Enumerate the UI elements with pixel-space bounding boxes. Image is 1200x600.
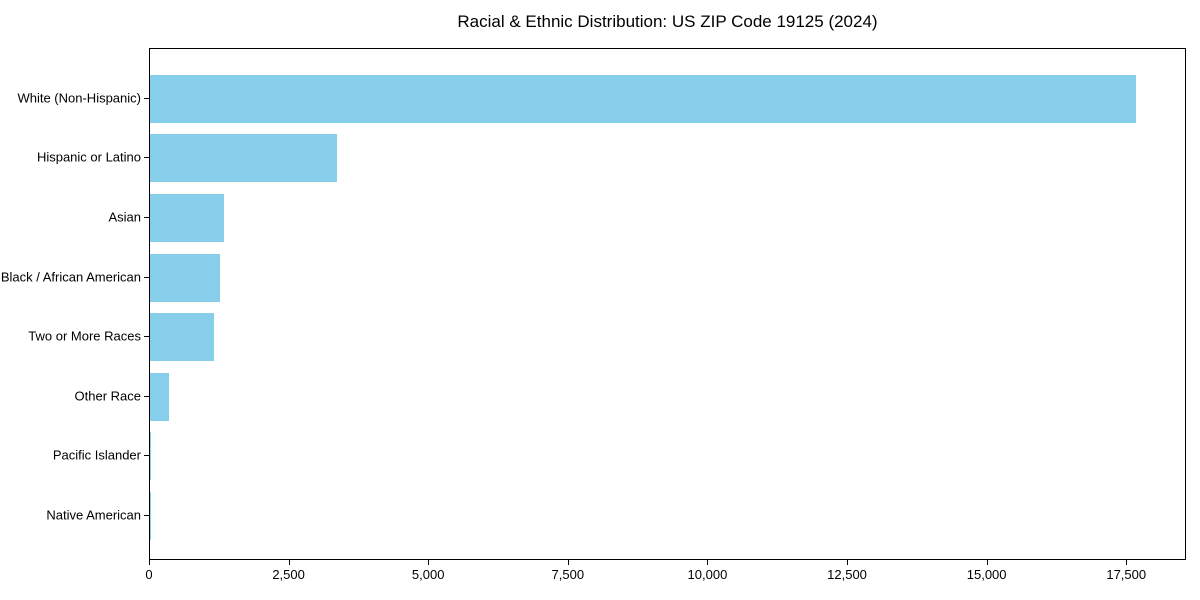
bar-two-or-more-races bbox=[150, 313, 214, 362]
x-tick-mark bbox=[149, 560, 150, 565]
y-tick-label-asian: Asian bbox=[108, 209, 141, 225]
y-tick-mark bbox=[144, 97, 149, 99]
x-tick-label-10-000: 10,000 bbox=[687, 567, 728, 582]
x-tick-label-2-500: 2,500 bbox=[272, 567, 305, 582]
bar-other-race bbox=[150, 372, 169, 421]
x-tick-mark bbox=[428, 560, 430, 565]
x-tick-label-12-500: 12,500 bbox=[827, 567, 867, 582]
x-tick-mark bbox=[567, 560, 569, 565]
x-tick-label-7-500: 7,500 bbox=[551, 567, 585, 582]
y-tick-mark bbox=[144, 336, 149, 338]
y-tick-label-native-american: Native American bbox=[46, 507, 141, 523]
y-tick-mark bbox=[144, 157, 149, 159]
chart-title: Racial & Ethnic Distribution: US ZIP Cod… bbox=[457, 12, 878, 31]
y-tick-mark bbox=[144, 514, 149, 516]
y-tick-label-black-african-american: Black / African American bbox=[0, 269, 141, 284]
x-tick-label-5-000: 5,000 bbox=[411, 567, 445, 582]
y-tick-mark bbox=[144, 395, 149, 397]
bar-pacific-islander bbox=[150, 432, 152, 481]
y-tick-label-two-or-more-races: Two or More Races bbox=[28, 328, 141, 344]
y-tick-mark bbox=[144, 455, 149, 457]
y-tick-label-other-race: Other Race bbox=[74, 388, 141, 404]
x-tick-label-15-000: 15,000 bbox=[966, 567, 1007, 582]
x-tick-label-17-500: 17,500 bbox=[1106, 567, 1147, 582]
bar-hispanic-or-latino bbox=[150, 134, 338, 183]
x-tick-mark bbox=[1126, 560, 1128, 565]
x-tick-label-0: 0 bbox=[145, 567, 153, 582]
x-tick-mark bbox=[986, 560, 988, 565]
bar-asian bbox=[150, 193, 225, 242]
y-tick-label-hispanic-or-latino: Hispanic or Latino bbox=[36, 149, 141, 165]
y-tick-label-white-non-hispanic: White (Non-Hispanic) bbox=[17, 90, 141, 106]
y-tick-label-pacific-islander: Pacific Islander bbox=[52, 447, 141, 463]
x-tick-mark bbox=[707, 560, 709, 565]
bar-black-african-american bbox=[150, 253, 220, 302]
x-tick-mark bbox=[288, 560, 290, 565]
bar-white-non-hispanic bbox=[150, 74, 1136, 123]
y-tick-mark bbox=[144, 276, 149, 278]
y-tick-mark bbox=[144, 216, 149, 218]
plot-area bbox=[149, 48, 1186, 560]
x-tick-mark bbox=[847, 560, 849, 565]
